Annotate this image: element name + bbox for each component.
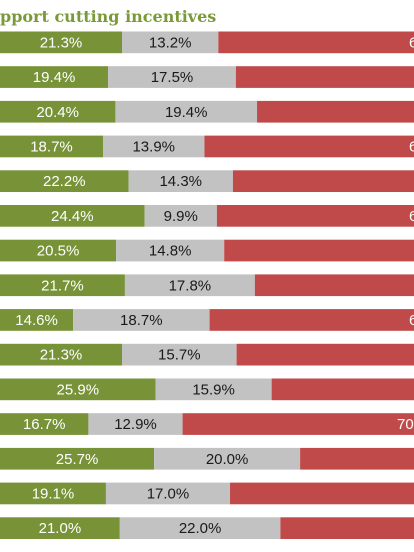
bar-neutral-3 <box>115 100 258 123</box>
label-oppose-1: 6 <box>409 34 414 51</box>
label-support-8: 21.7% <box>41 277 84 294</box>
bar-row-10: 21.3% 15.7% <box>0 343 414 366</box>
label-neutral-3: 19.4% <box>165 104 208 121</box>
label-support-15: 21.0% <box>39 520 82 537</box>
bar-row-1: 21.3% 13.2% 6 <box>0 31 414 54</box>
bar-support-14 <box>0 482 106 505</box>
label-neutral-7: 14.8% <box>149 243 192 260</box>
bar-oppose-12 <box>182 413 414 435</box>
bar-oppose-15 <box>280 517 414 539</box>
bar-row-12: 16.7% 12.9% 70 <box>0 413 414 435</box>
label-support-7: 20.5% <box>37 243 80 260</box>
label-neutral-12: 12.9% <box>114 416 157 433</box>
bar-neutral-10 <box>121 343 237 366</box>
bar-oppose-5 <box>232 170 414 192</box>
bar-oppose-13 <box>300 447 414 470</box>
bar-oppose-2 <box>235 66 414 88</box>
bar-neutral-13 <box>154 447 301 470</box>
bar-neutral-1 <box>121 31 219 54</box>
bar-support-13 <box>0 447 155 470</box>
bar-row-6: 24.4% 9.9% 6 <box>0 205 414 227</box>
label-support-5: 22.2% <box>43 173 86 190</box>
bar-oppose-3 <box>257 100 414 123</box>
bar-row-2: 19.4% 17.5% <box>0 66 414 88</box>
bar-neutral-8 <box>124 274 255 297</box>
bar-neutral-11 <box>155 378 272 401</box>
bar-oppose-6 <box>216 205 414 227</box>
bar-row-8: 21.7% 17.8% <box>0 274 414 297</box>
bar-support-2 <box>0 66 109 88</box>
bar-neutral-4 <box>103 135 205 158</box>
label-support-4: 18.7% <box>30 138 73 155</box>
bar-support-5 <box>0 170 129 192</box>
bar-neutral-14 <box>105 482 231 505</box>
label-neutral-4: 13.9% <box>132 138 175 155</box>
bar-row-11: 25.9% 15.9% <box>0 378 414 401</box>
bar-neutral-15 <box>119 517 281 539</box>
bar-support-12 <box>0 413 89 435</box>
label-neutral-9: 18.7% <box>120 312 163 329</box>
label-oppose-4: 6 <box>409 138 414 155</box>
label-neutral-10: 15.7% <box>158 347 201 364</box>
label-support-2: 19.4% <box>33 69 76 86</box>
bar-neutral-7 <box>116 239 225 262</box>
bar-neutral-2 <box>108 66 236 88</box>
label-support-11: 25.9% <box>57 381 100 398</box>
label-oppose-9: 6 <box>409 312 414 329</box>
label-support-14: 19.1% <box>32 485 75 502</box>
label-neutral-14: 17.0% <box>147 485 190 502</box>
bar-oppose-1 <box>218 31 414 54</box>
label-neutral-11: 15.9% <box>192 381 235 398</box>
bar-support-7 <box>0 239 117 262</box>
bar-support-10 <box>0 343 122 366</box>
label-support-9: 14.6% <box>15 312 58 329</box>
label-neutral-15: 22.0% <box>179 520 222 537</box>
bar-neutral-6 <box>144 205 217 227</box>
label-support-3: 20.4% <box>36 104 79 121</box>
bar-oppose-10 <box>236 343 414 366</box>
bar-row-9: 14.6% 18.7% 6 <box>0 309 414 331</box>
bar-oppose-8 <box>254 274 414 297</box>
label-support-12: 16.7% <box>23 416 66 433</box>
bar-row-3: 20.4% 19.4% <box>0 100 414 123</box>
bar-support-9 <box>0 309 74 331</box>
chart-title: pport cutting incentives <box>0 7 217 26</box>
label-neutral-6: 9.9% <box>164 208 198 225</box>
bar-row-14: 19.1% 17.0% <box>0 482 414 505</box>
label-neutral-5: 14.3% <box>159 173 202 190</box>
bar-support-11 <box>0 378 156 401</box>
bar-oppose-9 <box>209 309 414 331</box>
bar-support-3 <box>0 100 116 123</box>
bar-oppose-7 <box>224 239 414 262</box>
bar-neutral-5 <box>128 170 233 192</box>
label-neutral-2: 17.5% <box>151 69 194 86</box>
bar-support-6 <box>0 205 145 227</box>
bar-neutral-9 <box>73 309 210 331</box>
bar-row-7: 20.5% 14.8% <box>0 239 414 262</box>
bar-oppose-14 <box>230 482 414 505</box>
bar-neutral-12 <box>88 413 183 435</box>
bar-row-15: 21.0% 22.0% <box>0 517 414 539</box>
bar-oppose-11 <box>271 378 414 401</box>
bar-oppose-4 <box>204 135 414 158</box>
label-neutral-13: 20.0% <box>206 451 249 468</box>
label-neutral-8: 17.8% <box>169 277 212 294</box>
label-oppose-6: 6 <box>409 208 414 225</box>
label-neutral-1: 13.2% <box>149 34 192 51</box>
bar-support-1 <box>0 31 122 54</box>
bar-support-4 <box>0 135 104 158</box>
label-support-10: 21.3% <box>40 347 83 364</box>
bar-row-5: 22.2% 14.3% <box>0 170 414 192</box>
label-oppose-12: 70 <box>397 416 414 433</box>
label-support-1: 21.3% <box>40 34 83 51</box>
bar-support-15 <box>0 517 120 539</box>
bar-support-8 <box>0 274 125 297</box>
bar-row-13: 25.7% 20.0% <box>0 447 414 470</box>
bar-row-4: 18.7% 13.9% 6 <box>0 135 414 158</box>
label-support-13: 25.7% <box>56 451 99 468</box>
label-support-6: 24.4% <box>51 208 94 225</box>
